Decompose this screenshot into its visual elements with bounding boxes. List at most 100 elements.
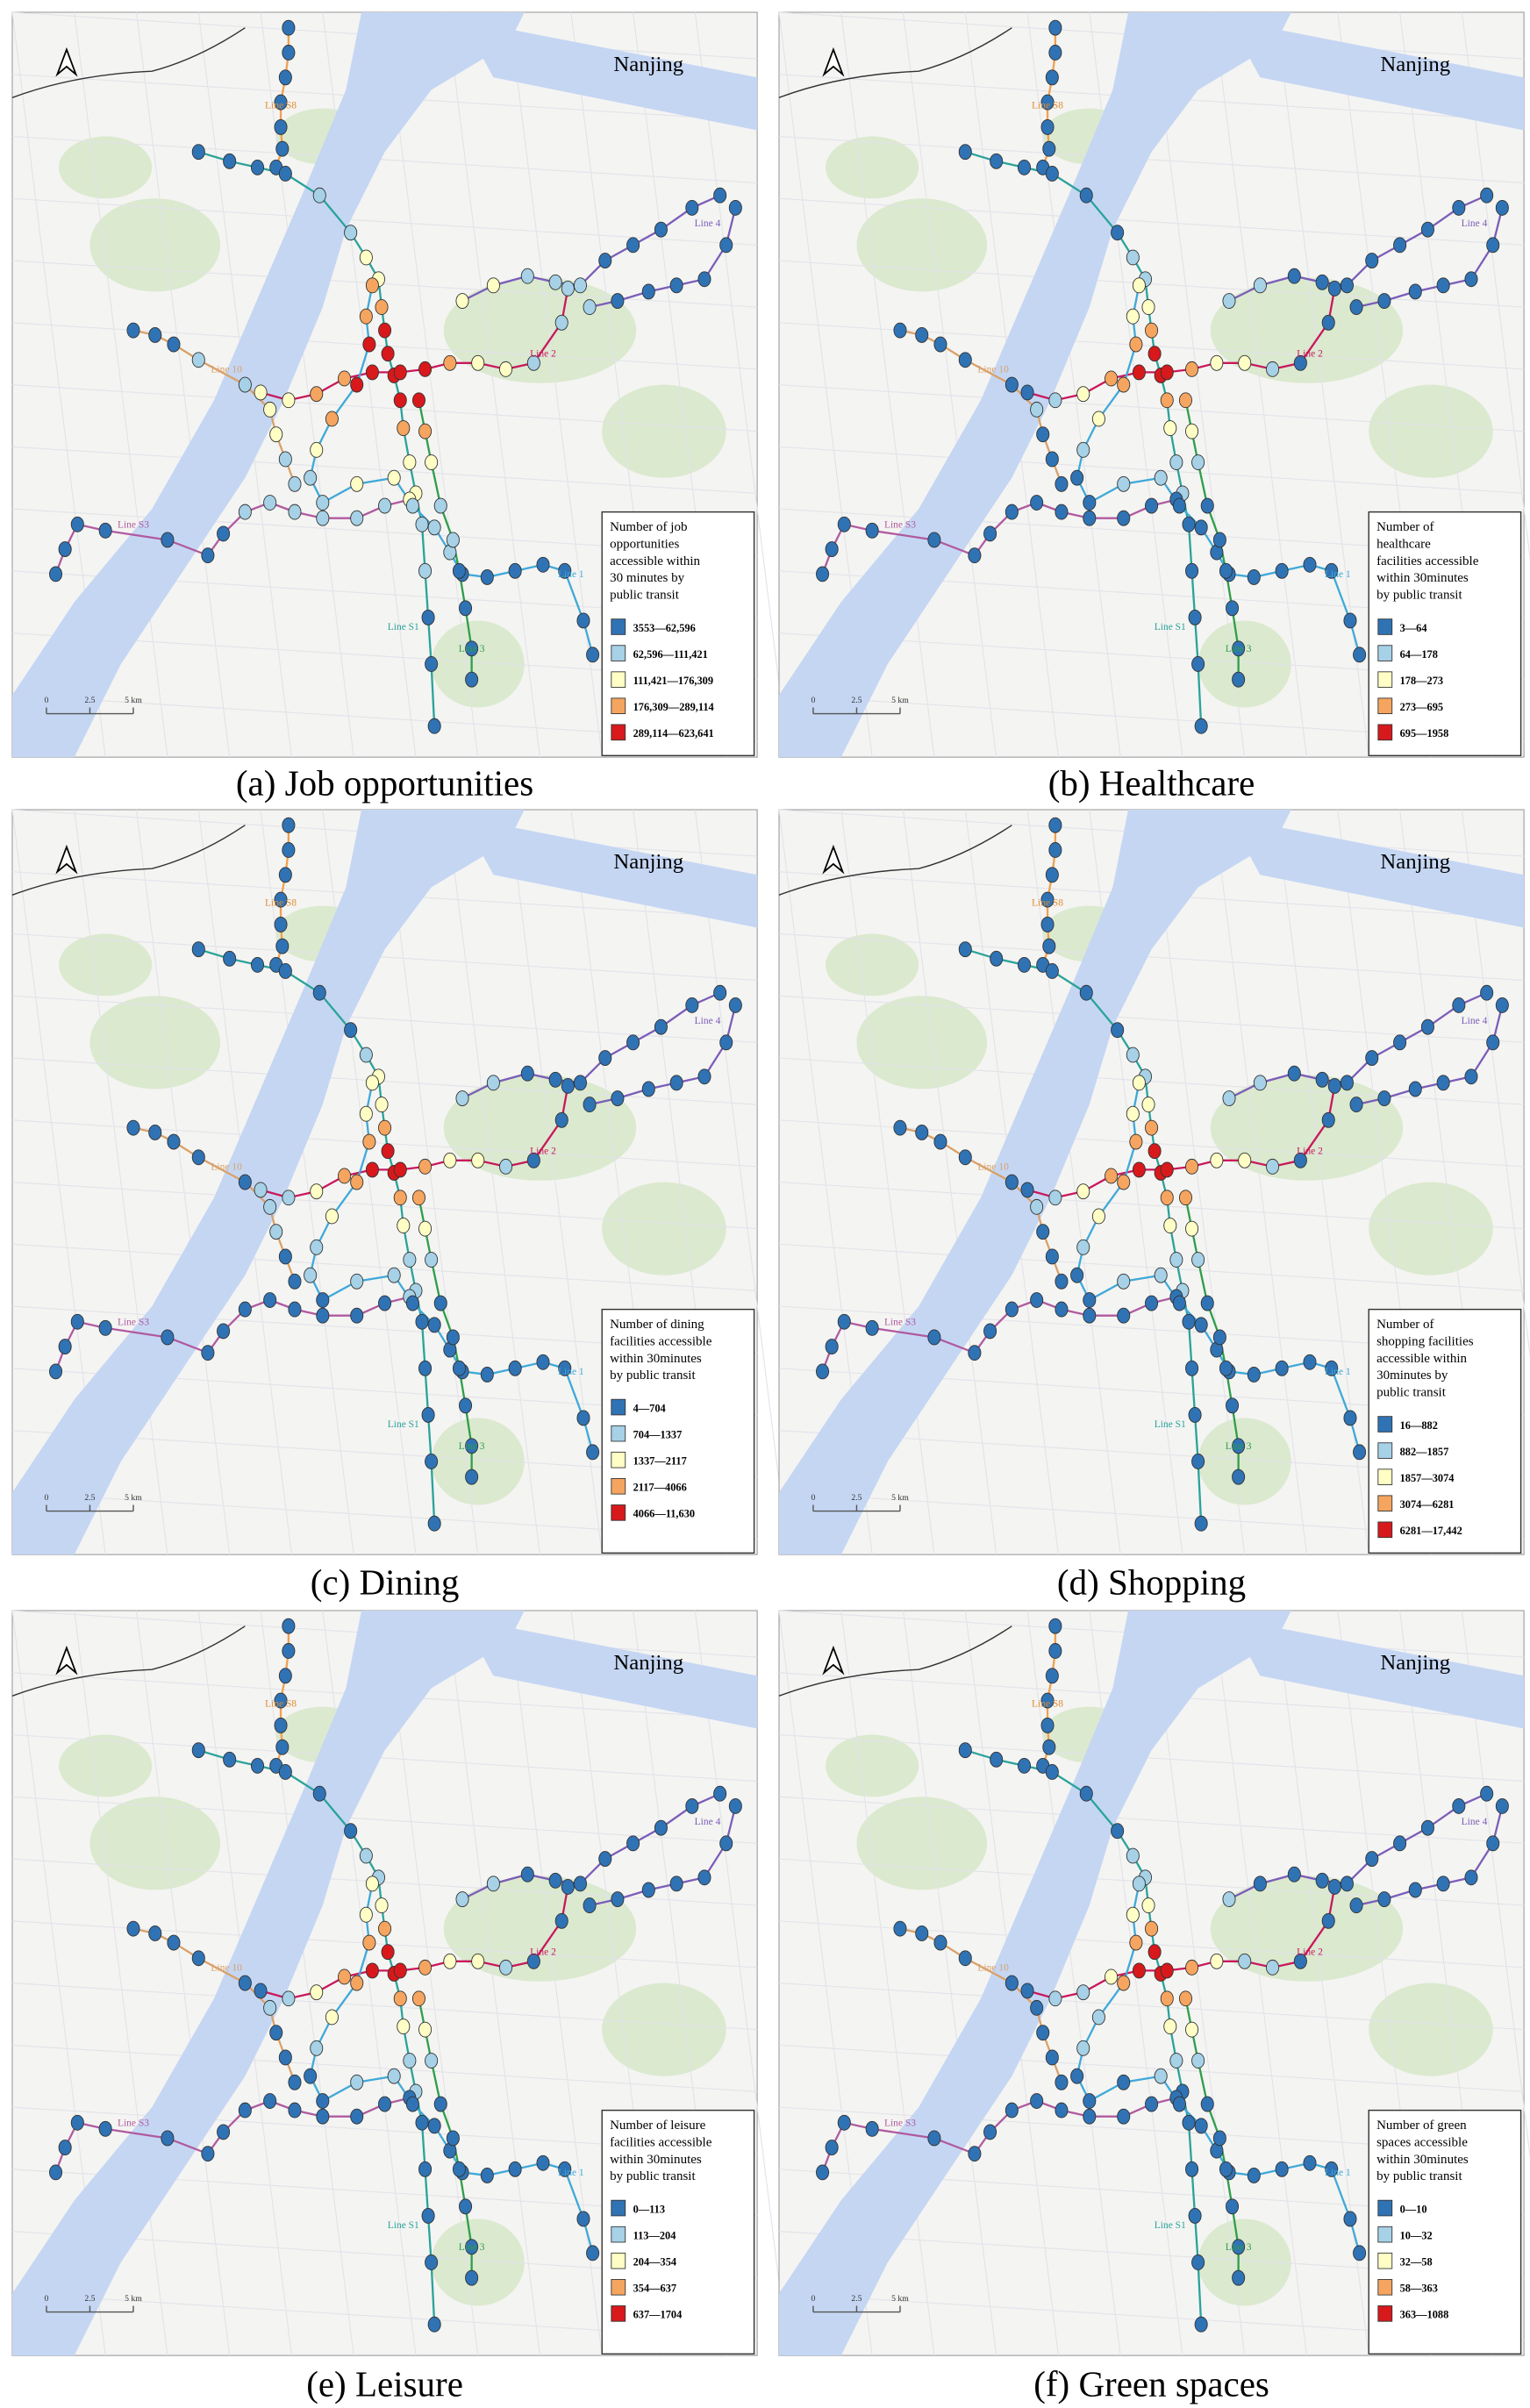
station <box>446 2130 460 2147</box>
station <box>288 504 302 520</box>
legend-title: Number of green <box>1376 2119 1467 2133</box>
station <box>1070 1267 1084 1283</box>
legend-title: accessible within <box>1376 1352 1467 1366</box>
station <box>1408 283 1422 300</box>
scale-label: 2.5 <box>851 2294 862 2304</box>
legend-label: 354—637 <box>633 2283 677 2295</box>
station <box>1117 510 1131 526</box>
legend-swatch <box>611 2305 626 2322</box>
station <box>499 1158 513 1175</box>
station <box>471 354 485 371</box>
metro-line <box>461 1792 721 1901</box>
north-arrow <box>822 1645 845 1676</box>
station <box>275 1739 290 1755</box>
station <box>393 1990 407 2007</box>
station <box>1076 1183 1090 1200</box>
station <box>1377 1891 1391 1907</box>
station <box>1040 891 1055 908</box>
station <box>520 1065 534 1082</box>
station <box>1132 1876 1146 1892</box>
legend-swatch <box>1377 645 1393 661</box>
station <box>238 2102 252 2119</box>
green-area <box>602 384 726 478</box>
scale-label: 2.5 <box>851 696 862 705</box>
station <box>1480 187 1494 204</box>
station <box>573 277 587 294</box>
station <box>350 2108 364 2125</box>
line-label: Line 1 <box>558 569 584 580</box>
station <box>269 1224 283 1240</box>
legend-title: facilities accessible <box>1376 554 1479 568</box>
station <box>499 361 513 377</box>
station <box>191 1950 205 1967</box>
station <box>719 1835 733 1852</box>
station <box>310 1239 324 1255</box>
legend-swatch <box>611 1477 626 1495</box>
station <box>238 1174 252 1190</box>
station <box>499 1959 513 1976</box>
station <box>927 1329 941 1346</box>
station <box>1040 118 1055 135</box>
station <box>561 280 575 297</box>
legend-swatch <box>611 1398 626 1416</box>
legend-title: Number of leisure <box>610 2119 706 2133</box>
station <box>427 2316 441 2333</box>
station <box>641 1882 655 1898</box>
station <box>325 1208 339 1225</box>
station <box>1194 1515 1208 1532</box>
station <box>1036 1224 1050 1240</box>
line-label: Line 2 <box>1297 1147 1323 1157</box>
station <box>465 1468 479 1485</box>
station <box>1247 2167 1261 2183</box>
road <box>840 809 935 1555</box>
scale-label: 5 km <box>125 696 142 705</box>
station <box>816 2164 830 2181</box>
legend-swatch <box>611 2226 626 2243</box>
road <box>778 446 1525 494</box>
station <box>1293 354 1307 371</box>
legend-box <box>1368 2109 1522 2355</box>
road <box>384 1610 479 2356</box>
station <box>427 2118 441 2134</box>
station <box>425 656 439 672</box>
legend-title: Number of dining <box>610 1318 704 1332</box>
station <box>465 2269 479 2286</box>
station <box>338 1168 352 1184</box>
station <box>865 1319 879 1336</box>
station <box>274 1717 288 1733</box>
station <box>1365 1050 1379 1066</box>
station <box>816 1363 830 1380</box>
station <box>1232 1438 1246 1454</box>
legend-title: 30 minutes by <box>610 571 685 585</box>
river <box>779 810 1291 1555</box>
scale-label: 5 km <box>891 696 909 705</box>
station <box>418 1220 433 1237</box>
station <box>359 249 373 266</box>
line-label: Line 4 <box>695 1016 721 1026</box>
road <box>1461 1610 1530 2160</box>
station <box>669 1075 683 1091</box>
station <box>561 1077 575 1094</box>
river <box>779 1611 1291 2356</box>
station <box>378 1920 392 1937</box>
line-label: Line 3 <box>459 2242 485 2253</box>
north-arrow <box>822 46 845 77</box>
station <box>288 2102 302 2119</box>
road <box>11 1983 758 2031</box>
station <box>1055 2102 1069 2119</box>
station <box>250 1757 265 1774</box>
station <box>148 1926 162 1941</box>
station <box>1045 867 1059 883</box>
station <box>1042 140 1056 157</box>
station <box>278 2049 292 2066</box>
station <box>201 2146 215 2162</box>
legend-title: within 30minutes <box>610 1352 702 1366</box>
station <box>611 1090 625 1106</box>
station <box>250 956 265 973</box>
station <box>1040 916 1055 932</box>
station <box>1132 1075 1146 1091</box>
line-label: Line 2 <box>1297 349 1323 360</box>
station <box>1247 1366 1261 1383</box>
station <box>719 237 733 254</box>
legend-label: 4—704 <box>633 1402 666 1414</box>
